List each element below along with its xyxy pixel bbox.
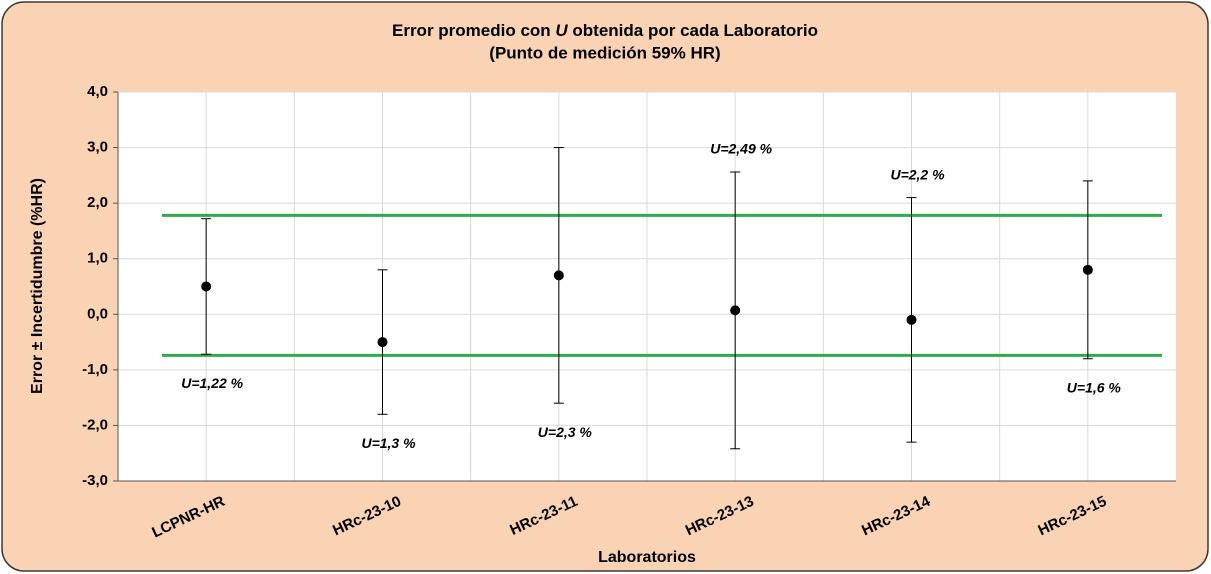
uncertainty-label: U=2,49 %	[710, 141, 772, 157]
y-tick-label: 0,0	[87, 305, 108, 322]
y-tick-label: -2,0	[82, 416, 108, 433]
y-tick-label: 3,0	[87, 139, 108, 156]
uncertainty-label: U=1,6 %	[1067, 379, 1122, 395]
point	[553, 270, 564, 281]
point	[201, 281, 212, 292]
y-tick-label: 1,0	[87, 250, 108, 267]
point	[730, 305, 741, 316]
point	[377, 337, 388, 348]
title-part: obtenida por cada Laboratorio	[568, 21, 818, 40]
chart-subtitle: (Punto de medición 59% HR)	[489, 43, 720, 62]
x-axis-title: Laboratorios	[598, 549, 696, 566]
point	[906, 314, 917, 325]
title-part: Error promedio con	[392, 21, 555, 40]
uncertainty-label: U=2,2 %	[890, 166, 945, 182]
y-tick-label: 4,0	[87, 83, 108, 100]
y-tick-label: -3,0	[82, 472, 108, 489]
uncertainty-label: U=1,22 %	[181, 375, 243, 391]
uncertainty-label: U=2,3 %	[538, 424, 593, 440]
y-tick-label: -1,0	[82, 361, 108, 378]
y-axis-title: Error ± Incertidumbre (%HR)	[29, 178, 46, 394]
chart-title: Error promedio con U obtenida por cada L…	[392, 21, 818, 40]
title-part: U	[555, 21, 568, 40]
uncertainty-label: U=1,3 %	[361, 435, 416, 451]
y-tick-label: 2,0	[87, 194, 108, 211]
point	[1082, 264, 1093, 275]
